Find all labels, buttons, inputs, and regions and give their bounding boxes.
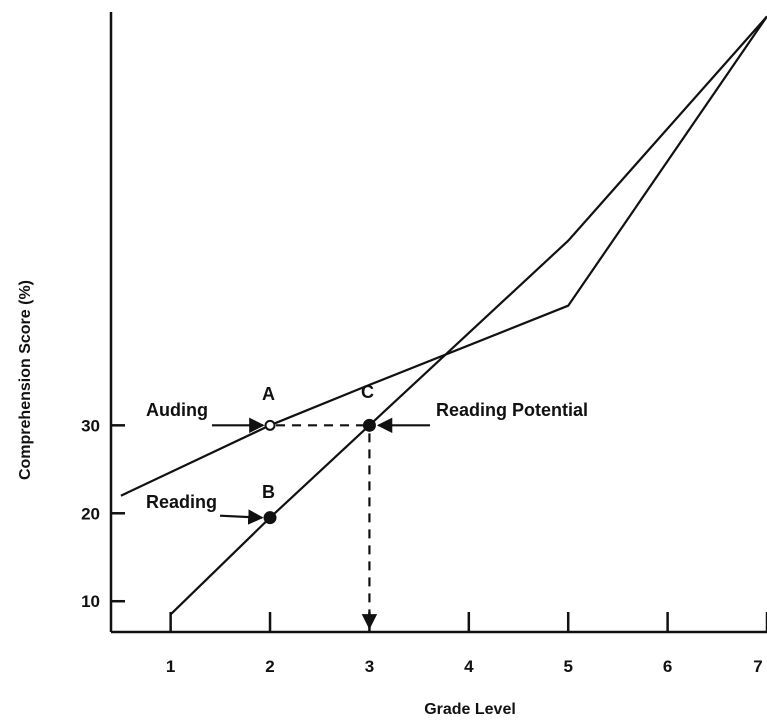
- series-line-reading: [169, 15, 767, 616]
- series-line-auding: [120, 15, 767, 497]
- point-label-b: B: [262, 482, 275, 502]
- y-axis-title: Comprehension Score (%): [17, 280, 34, 480]
- x-tick-label-4: 4: [464, 657, 474, 676]
- arrow-reading: [219, 509, 264, 525]
- y-ticks: 10 20 30: [81, 416, 125, 611]
- x-tick-label-1: 1: [166, 657, 175, 676]
- y-tick-label-20: 20: [81, 504, 100, 523]
- x-tick-label-5: 5: [563, 657, 572, 676]
- x-ticks: 1 2 3 4 5 6 7: [166, 612, 767, 676]
- x-axis-title: Grade Level: [424, 701, 516, 718]
- series-group: [120, 15, 767, 616]
- annotation-reading-potential: Reading Potential: [436, 400, 588, 420]
- annotation-auding: Auding: [146, 400, 208, 420]
- x-tick-label-3: 3: [365, 657, 374, 676]
- x-tick-label-2: 2: [265, 657, 274, 676]
- x-tick-label-7: 7: [753, 657, 762, 676]
- point-label-c: C: [361, 382, 374, 402]
- x-tick-label-6: 6: [663, 657, 672, 676]
- point-b: [263, 511, 277, 525]
- points-group: [263, 418, 376, 525]
- y-tick-label-10: 10: [81, 592, 100, 611]
- y-tick-label-30: 30: [81, 416, 100, 435]
- point-c: [362, 418, 376, 432]
- point-a: [264, 419, 276, 431]
- annotation-reading: Reading: [146, 492, 217, 512]
- point-label-a: A: [262, 384, 275, 404]
